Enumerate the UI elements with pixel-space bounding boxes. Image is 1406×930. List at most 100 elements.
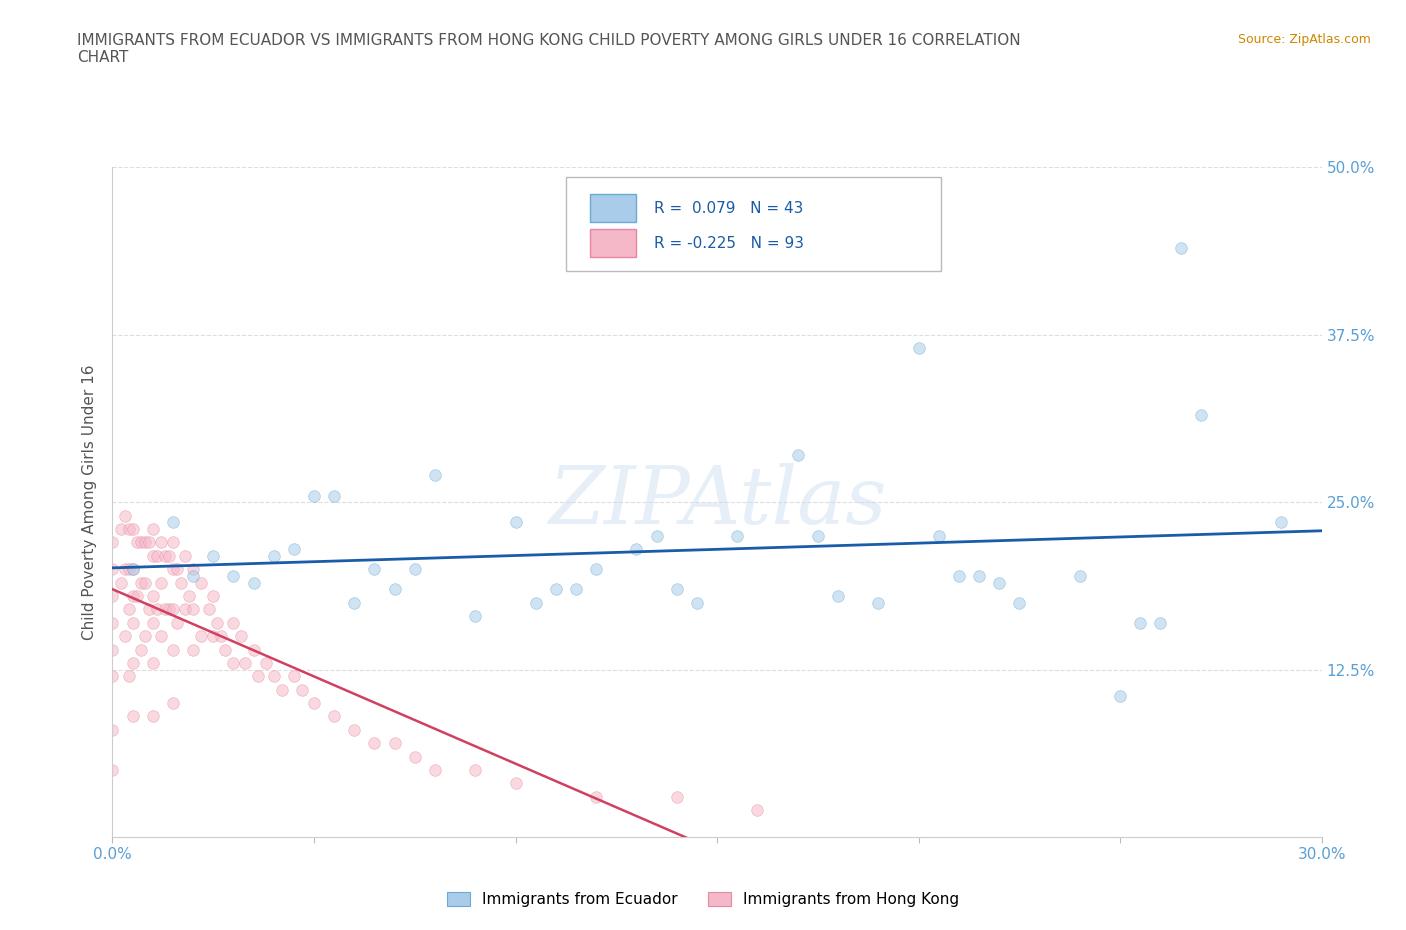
- Point: [283, 669, 305, 684]
- Point: [263, 549, 285, 564]
- Point: [162, 562, 184, 577]
- Point: [302, 488, 325, 503]
- Point: [110, 522, 132, 537]
- Point: [907, 340, 929, 355]
- Point: [214, 642, 236, 657]
- Point: [544, 582, 567, 597]
- Point: [138, 535, 160, 550]
- Point: [146, 602, 169, 617]
- Point: [190, 575, 212, 590]
- Point: [222, 568, 245, 583]
- Point: [283, 541, 305, 556]
- Point: [343, 595, 366, 610]
- Point: [101, 723, 124, 737]
- Point: [177, 589, 200, 604]
- Point: [242, 575, 264, 590]
- Point: [988, 575, 1011, 590]
- Point: [1129, 616, 1152, 631]
- Point: [404, 562, 426, 577]
- Point: [121, 656, 143, 671]
- Point: [665, 790, 688, 804]
- Point: [142, 549, 165, 564]
- Text: R = -0.225   N = 93: R = -0.225 N = 93: [654, 235, 804, 250]
- Point: [142, 589, 165, 604]
- Point: [665, 582, 688, 597]
- FancyBboxPatch shape: [591, 229, 636, 257]
- Point: [686, 595, 709, 610]
- Point: [114, 508, 136, 523]
- Point: [222, 656, 245, 671]
- Point: [423, 468, 446, 483]
- Point: [323, 488, 346, 503]
- Point: [181, 562, 204, 577]
- Point: [129, 575, 152, 590]
- Point: [134, 535, 156, 550]
- Text: ZIPAtlas: ZIPAtlas: [548, 463, 886, 541]
- Point: [142, 709, 165, 724]
- Point: [1109, 689, 1132, 704]
- Point: [170, 575, 193, 590]
- Point: [786, 448, 808, 463]
- Point: [585, 790, 607, 804]
- Point: [505, 515, 527, 530]
- Point: [162, 515, 184, 530]
- Point: [464, 608, 486, 623]
- Point: [101, 763, 124, 777]
- Point: [149, 535, 172, 550]
- FancyBboxPatch shape: [565, 178, 941, 272]
- Point: [585, 562, 607, 577]
- Point: [142, 656, 165, 671]
- Point: [967, 568, 990, 583]
- Point: [125, 535, 148, 550]
- Point: [181, 602, 204, 617]
- Point: [114, 629, 136, 644]
- Point: [231, 629, 253, 644]
- Point: [134, 575, 156, 590]
- Point: [157, 602, 180, 617]
- Point: [142, 616, 165, 631]
- Point: [1069, 568, 1091, 583]
- Point: [157, 549, 180, 564]
- Point: [1149, 616, 1171, 631]
- Point: [125, 589, 148, 604]
- Point: [138, 602, 160, 617]
- Point: [222, 616, 245, 631]
- Point: [146, 549, 169, 564]
- Point: [190, 629, 212, 644]
- Point: [202, 549, 225, 564]
- Point: [162, 602, 184, 617]
- Point: [174, 602, 197, 617]
- Point: [524, 595, 547, 610]
- Point: [166, 616, 188, 631]
- Point: [565, 582, 588, 597]
- Point: [101, 535, 124, 550]
- Point: [181, 642, 204, 657]
- Point: [162, 696, 184, 711]
- Point: [747, 803, 769, 817]
- Point: [384, 736, 406, 751]
- Point: [291, 683, 314, 698]
- Point: [363, 562, 385, 577]
- Point: [110, 575, 132, 590]
- Point: [121, 589, 143, 604]
- Point: [153, 602, 176, 617]
- Point: [1170, 240, 1192, 255]
- Text: IMMIGRANTS FROM ECUADOR VS IMMIGRANTS FROM HONG KONG CHILD POVERTY AMONG GIRLS U: IMMIGRANTS FROM ECUADOR VS IMMIGRANTS FR…: [77, 33, 1021, 65]
- Point: [343, 723, 366, 737]
- Point: [101, 562, 124, 577]
- Point: [117, 669, 139, 684]
- Point: [323, 709, 346, 724]
- Point: [162, 642, 184, 657]
- Point: [142, 522, 165, 537]
- Point: [1189, 407, 1212, 422]
- Point: [263, 669, 285, 684]
- Point: [198, 602, 221, 617]
- Point: [626, 541, 648, 556]
- Point: [202, 629, 225, 644]
- Y-axis label: Child Poverty Among Girls Under 16: Child Poverty Among Girls Under 16: [82, 365, 97, 640]
- Point: [117, 522, 139, 537]
- Point: [928, 528, 950, 543]
- Point: [807, 528, 830, 543]
- Point: [166, 562, 188, 577]
- Point: [725, 528, 748, 543]
